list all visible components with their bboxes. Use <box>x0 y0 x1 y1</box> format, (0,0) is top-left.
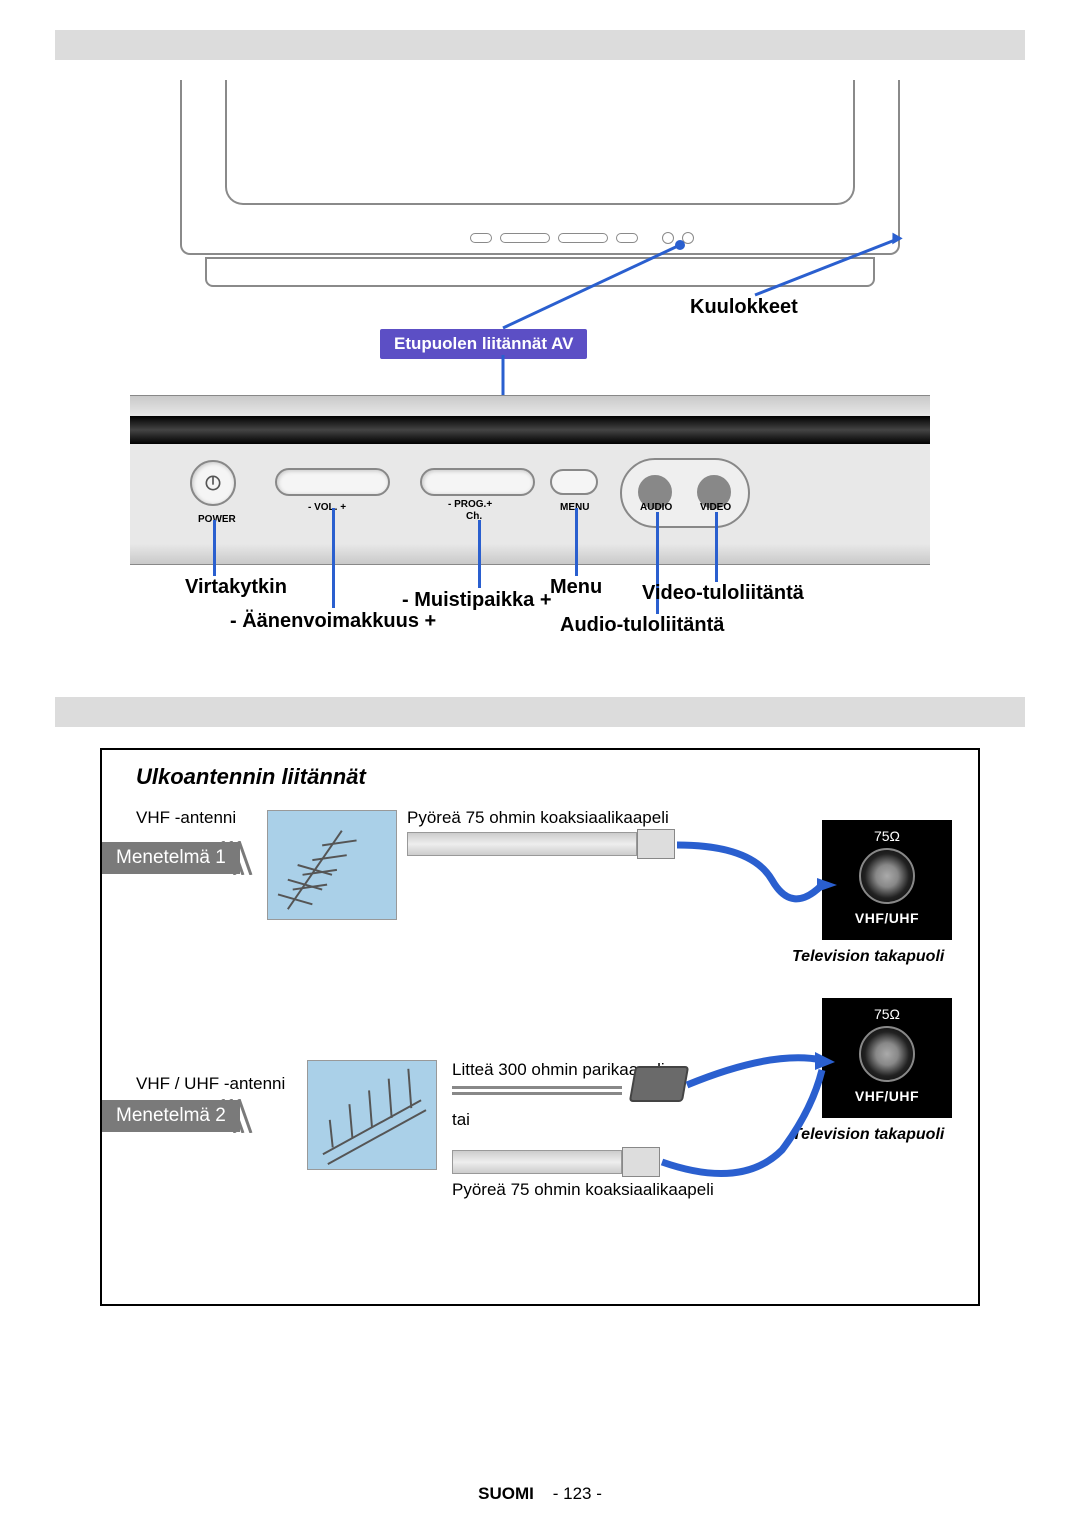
pointer-prog <box>478 520 481 588</box>
antenna-title: Ulkoantennin liitännät <box>136 764 366 790</box>
antenna-box: Ulkoantennin liitännät VHF -antenni Mene… <box>100 748 980 1306</box>
conn-label-1: VHF/UHF <box>822 910 952 926</box>
tv-outline <box>180 80 900 290</box>
label-coax1: Pyöreä 75 ohmin koaksiaalikaapeli <box>407 808 669 828</box>
label-tai: tai <box>452 1110 470 1130</box>
antenna-graphic-1 <box>267 810 397 920</box>
stripe-icon-2 <box>221 1099 255 1133</box>
flat-cable-1 <box>452 1086 622 1089</box>
label-audio-in: Audio-tuloliitäntä <box>560 614 724 637</box>
footer-page: - 123 - <box>553 1484 602 1503</box>
coax-bar-1 <box>407 832 637 856</box>
pointer-video <box>715 512 718 582</box>
label-kuulokkeet: Kuulokkeet <box>690 296 798 319</box>
badge-method1: Menetelmä 1 <box>102 842 240 874</box>
label-menu: Menu <box>550 576 602 599</box>
flat-cable-2 <box>452 1092 622 1095</box>
footer: SUOMI - 123 - <box>0 1484 1080 1504</box>
conn-box-1: 75Ω VHF/UHF <box>822 820 952 940</box>
label-video-in: Video-tuloliitäntä <box>642 582 804 605</box>
label-coax2: Pyöreä 75 ohmin koaksiaalikaapeli <box>452 1180 714 1200</box>
front-panel: POWER - VOL. + - PROG.+ Ch. MENU AUDIO V… <box>130 395 930 565</box>
balun-icon <box>629 1066 689 1102</box>
label-virtakytkin: Virtakytkin <box>185 576 287 599</box>
label-vhf: VHF -antenni <box>136 808 236 828</box>
panel-label-prog: - PROG.+ <box>448 499 492 510</box>
label-muisti: - Muistipaikka + <box>402 589 552 612</box>
coax-connector-2 <box>622 1147 660 1177</box>
footer-lang: SUOMI <box>478 1484 534 1503</box>
label-aanen: - Äänenvoimakkuus + <box>230 610 436 633</box>
pointer-power <box>213 520 216 576</box>
gray-bar-mid <box>55 697 1025 727</box>
panel-label-power: POWER <box>198 514 236 525</box>
coax-bar-2 <box>452 1150 622 1174</box>
label-vhfuhf-ant: VHF / UHF -antenni <box>136 1074 285 1094</box>
conn-label-2: VHF/UHF <box>822 1088 952 1104</box>
pointer-vol <box>332 508 335 608</box>
conn-box-2: 75Ω VHF/UHF <box>822 998 952 1118</box>
tele-label-1: Television takapuoli <box>792 948 944 966</box>
pointer-menu <box>575 508 578 576</box>
callout-av: Etupuolen liitännät AV <box>380 329 587 359</box>
dot-av <box>675 240 685 250</box>
antenna-graphic-2 <box>307 1060 437 1170</box>
badge-method2: Menetelmä 2 <box>102 1100 240 1132</box>
stripe-icon <box>221 841 255 875</box>
tele-label-2: Television takapuoli <box>792 1126 944 1144</box>
coax-connector-1 <box>637 829 675 859</box>
conn-ohm-1: 75Ω <box>822 828 952 844</box>
panel-label-vol: - VOL. + <box>308 502 346 513</box>
gray-bar-top <box>55 30 1025 60</box>
conn-ohm-2: 75Ω <box>822 1006 952 1022</box>
